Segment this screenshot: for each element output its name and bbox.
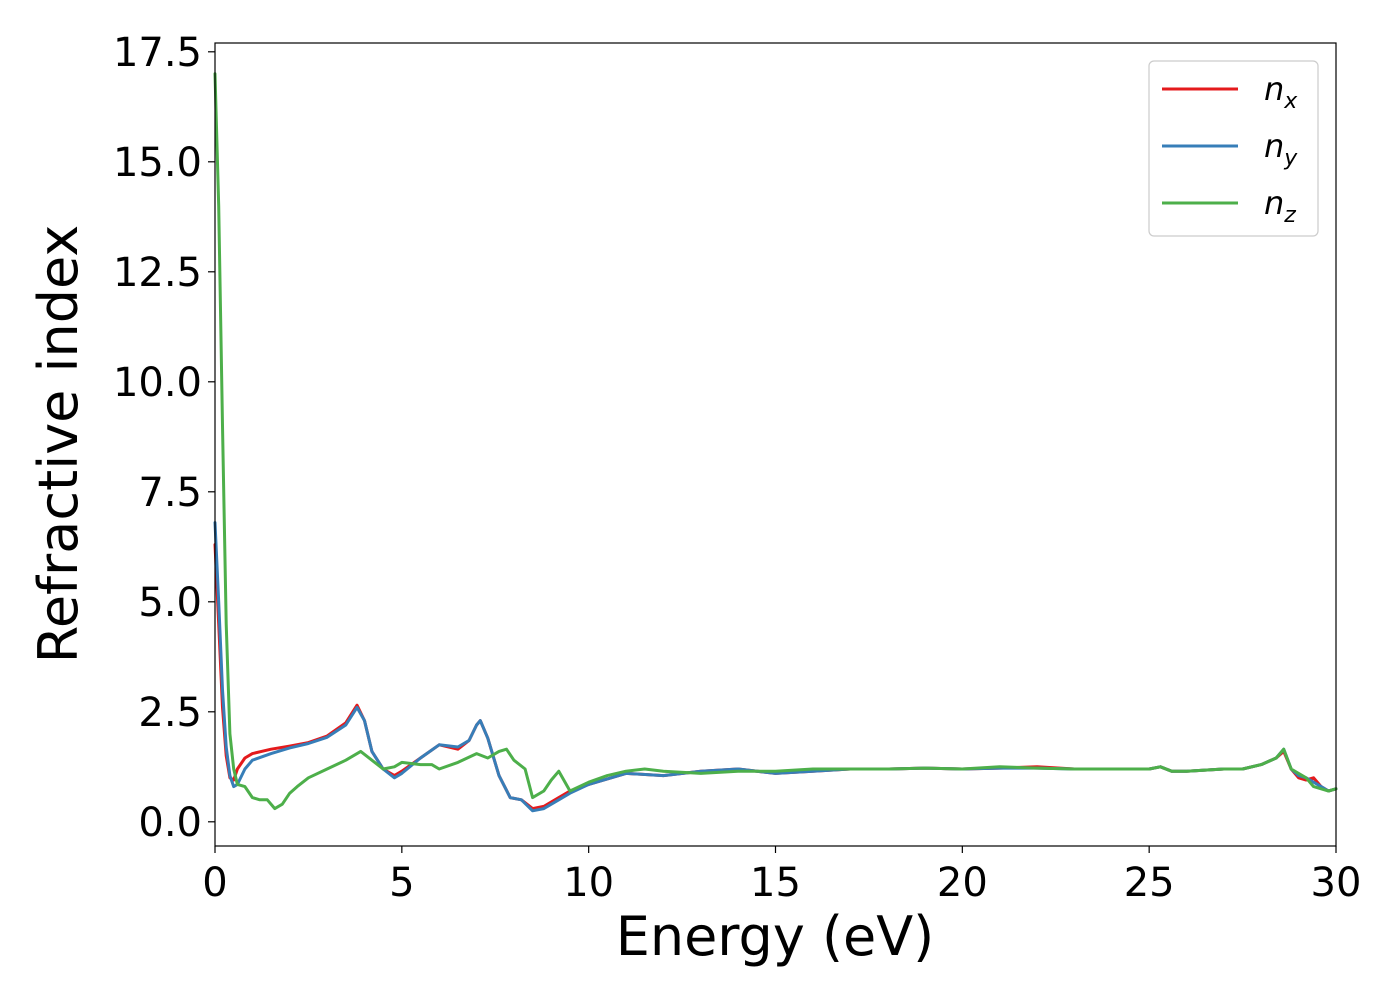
- series-layer: [213, 72, 1338, 813]
- y-axis-label: Refractive index: [27, 225, 90, 664]
- x-tick-label: 25: [1124, 860, 1175, 906]
- legend-label-ny: ny: [1264, 127, 1298, 171]
- x-tick-label: 30: [1311, 860, 1362, 906]
- series-line-nz: [213, 72, 1338, 811]
- legend: nx ny nz: [1148, 60, 1319, 237]
- x-axis-label: Energy (eV): [616, 905, 935, 968]
- y-tick-label: 7.5: [138, 470, 202, 516]
- x-tick-label: 10: [563, 860, 614, 906]
- x-tick-label: 20: [937, 860, 988, 906]
- y-tick-label: 2.5: [138, 690, 202, 736]
- y-tick-label: 10.0: [113, 360, 202, 406]
- x-tick-label: 5: [389, 860, 414, 906]
- legend-label-nx: nx: [1264, 70, 1298, 114]
- x-tick-label: 0: [202, 860, 227, 906]
- y-tick-label: 17.5: [113, 30, 202, 76]
- y-axis: 0.0 2.5 5.0 7.5 10.0 12.5 15.0 17.5: [113, 30, 215, 846]
- x-tick-label: 15: [750, 860, 801, 906]
- y-tick-label: 12.5: [113, 250, 202, 296]
- y-tick-label: 15.0: [113, 140, 202, 186]
- legend-box: [1148, 60, 1319, 237]
- y-tick-label: 5.0: [138, 580, 202, 626]
- y-tick-label: 0.0: [138, 800, 202, 846]
- x-axis: 0 5 10 15 20 25 30: [202, 846, 1361, 906]
- legend-label-nz: nz: [1264, 184, 1296, 228]
